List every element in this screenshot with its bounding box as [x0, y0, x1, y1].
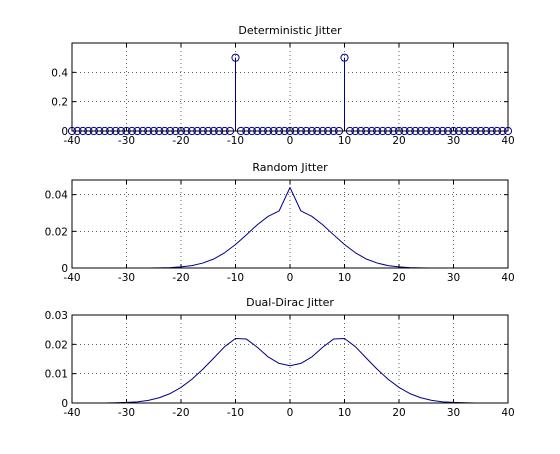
x-tick-label: -20	[172, 135, 189, 147]
x-tick-label: -30	[118, 407, 135, 419]
x-tick-label: 10	[338, 407, 351, 419]
y-tick-label: 0.01	[45, 369, 68, 381]
series-line	[72, 337, 508, 404]
x-tick-label: 0	[287, 135, 294, 147]
plot-title: Deterministic Jitter	[238, 24, 342, 37]
x-tick-label: 20	[392, 272, 405, 284]
x-tick-label: -10	[227, 272, 244, 284]
x-tick-label: 40	[501, 272, 514, 284]
y-tick-label: 0.04	[45, 190, 69, 202]
x-tick-label: -20	[172, 272, 189, 284]
x-tick-label: 0	[287, 272, 294, 284]
y-tick-label: 0	[61, 126, 68, 138]
stem-marker	[340, 53, 349, 62]
stem-marker	[231, 53, 240, 62]
x-tick-label: 0	[287, 407, 294, 419]
y-tick-label: 0	[61, 263, 68, 275]
y-tick-label: 0.02	[45, 339, 68, 351]
x-tick-label: -10	[227, 135, 244, 147]
subplot-2: -40 -30 -20 -10 0 10 20 30 40 0 0.02 0.04 Random Jit…	[45, 161, 515, 284]
subplot-3: -40 -30 -20 -10 0 10 20 30 40 0 0.01 0.02 0.03 Dual-D…	[45, 296, 515, 419]
plot-title: Dual-Dirac Jitter	[246, 296, 334, 309]
x-tick-label: -20	[172, 407, 189, 419]
y-tick-label: 0	[61, 398, 68, 410]
y-tick-label: 0.03	[45, 310, 68, 322]
y-tick-label: 0.4	[51, 67, 68, 79]
x-tick-label: 20	[392, 407, 405, 419]
x-tick-label: 30	[447, 407, 460, 419]
subplot-1: -40 -30 -20 -10 0 10 20 30 40 0 0.2 0.4 Deterministi…	[51, 24, 514, 147]
x-tick-label: 30	[447, 135, 460, 147]
x-tick-label: 30	[447, 272, 460, 284]
x-tick-label: -30	[118, 135, 135, 147]
y-tick-label: 0.2	[51, 97, 68, 109]
y-tick-label: 0.02	[45, 226, 68, 238]
x-tick-label: 40	[501, 135, 514, 147]
x-tick-label: 20	[392, 135, 405, 147]
x-tick-label: 10	[338, 135, 351, 147]
x-tick-label: 40	[501, 407, 514, 419]
x-tick-label: 10	[338, 272, 351, 284]
x-tick-label: -10	[227, 407, 244, 419]
x-tick-label: -40	[63, 407, 80, 419]
plot-title: Random Jitter	[252, 161, 328, 174]
x-tick-label: -40	[63, 135, 80, 147]
x-tick-label: -30	[118, 272, 135, 284]
x-tick-label: -40	[63, 272, 80, 284]
